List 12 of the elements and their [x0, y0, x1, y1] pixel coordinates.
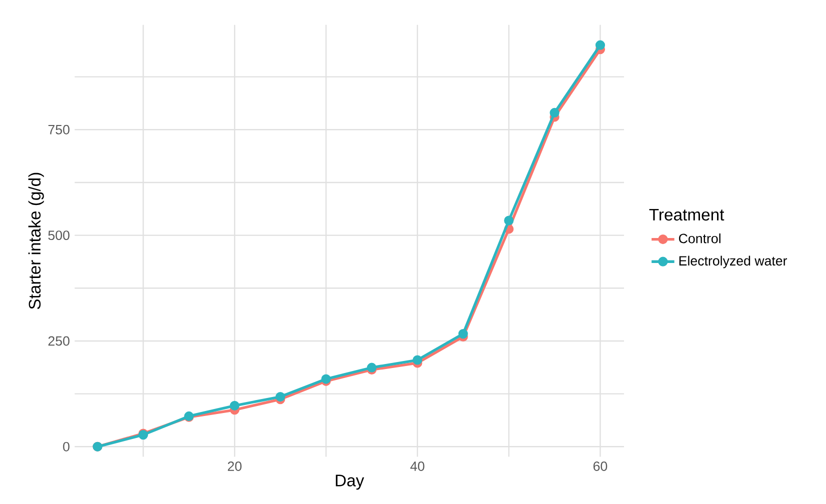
y-tick-label: 250 [48, 336, 70, 346]
x-tick-label: 40 [410, 462, 424, 471]
x-axis-title: Day [336, 474, 364, 490]
y-axis-title: Starter intake (g/d) [28, 172, 44, 310]
x-tick-label: 20 [228, 462, 242, 471]
x-tick-label: 60 [593, 462, 608, 471]
legend-label: Control [679, 233, 720, 244]
y-tick-label: 750 [48, 124, 70, 134]
y-tick-label: 500 [48, 230, 70, 240]
y-tick-label: 0 [63, 442, 70, 452]
legend-title: Treatment [649, 208, 724, 221]
legend-label: Electrolyzed water [679, 256, 788, 268]
